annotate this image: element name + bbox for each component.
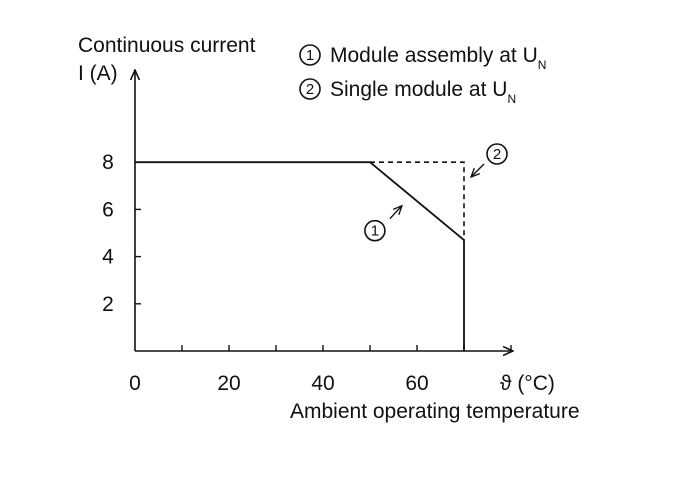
callout-arrow-1 [389, 206, 402, 220]
x-tick-label-2: 40 [311, 372, 334, 395]
y-tick-label-1: 4 [102, 246, 114, 269]
x-axis-title: Ambient operating temperature [290, 400, 580, 423]
legend: 1 Module assembly at UN 2 Single module … [299, 44, 546, 106]
y-tick-label-3: 8 [102, 151, 114, 174]
callout-marker-1 [364, 219, 386, 242]
callout-layer: 12 [364, 143, 508, 242]
series-line-1 [135, 161, 465, 351]
callout-label-1: 1 [371, 223, 379, 240]
callout-marker-2 [486, 143, 508, 165]
callout-label-2: 2 [493, 146, 501, 163]
legend-label-1: Module assembly at UN [330, 44, 546, 72]
legend-marker-1 [299, 44, 321, 66]
x-tick-label-1: 20 [217, 372, 240, 395]
ticks-layer: 0 20 40 60 2 4 6 8 [102, 151, 512, 395]
y-tick-label-2: 6 [102, 198, 114, 221]
series-line-2 [370, 161, 465, 241]
legend-marker-2-label: 2 [306, 81, 314, 98]
x-tick-label-3: 60 [405, 372, 428, 395]
y-axis-title: Continuous current [78, 34, 256, 57]
y-tick-label-0: 2 [102, 293, 114, 316]
legend-marker-2 [299, 78, 321, 100]
legend-label-2: Single module at UN [330, 78, 516, 106]
callout-arrow-2 [471, 163, 485, 177]
legend-marker-1-label: 1 [306, 47, 314, 64]
legend-item-1: 1 Module assembly at UN [299, 44, 546, 72]
y-axis-unit: I (A) [78, 62, 118, 85]
x-axis-unit: ϑ (°C) [500, 372, 555, 395]
x-tick-label-0: 0 [129, 372, 141, 395]
legend-item-2: 2 Single module at UN [299, 78, 516, 106]
series-layer [135, 161, 465, 351]
